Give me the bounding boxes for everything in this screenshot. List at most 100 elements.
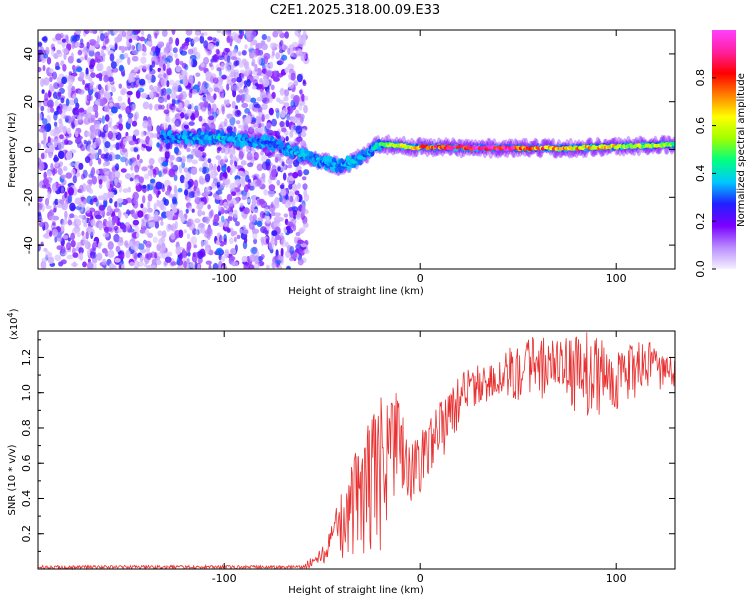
noise-speckle — [133, 147, 138, 153]
noise-speckle — [265, 64, 270, 72]
noise-speckle — [174, 118, 181, 127]
noise-speckle — [194, 37, 200, 42]
noise-speckle — [58, 150, 65, 160]
noise-speckle — [95, 73, 103, 79]
noise-speckle — [247, 162, 254, 168]
noise-speckle — [194, 218, 201, 224]
noise-speckle — [265, 238, 270, 245]
noise-speckle — [61, 203, 68, 211]
noise-speckle — [246, 79, 251, 87]
noise-speckle — [250, 97, 257, 103]
noise-speckle — [99, 62, 104, 72]
noise-speckle — [255, 49, 261, 56]
noise-speckle — [88, 45, 96, 52]
noise-speckle — [151, 258, 157, 265]
noise-speckle — [188, 75, 194, 84]
noise-speckle — [212, 176, 219, 183]
noise-speckle — [181, 155, 187, 164]
noise-speckle — [145, 41, 151, 46]
noise-speckle — [43, 77, 50, 86]
noise-speckle — [146, 184, 150, 192]
noise-speckle — [272, 76, 280, 82]
noise-speckle — [287, 81, 294, 90]
noise-speckle — [170, 232, 176, 240]
noise-speckle — [88, 148, 95, 154]
noise-speckle — [153, 210, 159, 217]
noise-speckle — [49, 76, 53, 83]
noise-speckle — [237, 51, 242, 56]
noise-speckle — [243, 237, 248, 244]
noise-speckle — [117, 228, 123, 233]
noise-speckle — [111, 106, 118, 114]
noise-speckle — [293, 94, 300, 104]
noise-speckle — [50, 43, 55, 51]
noise-speckle — [91, 258, 98, 264]
noise-speckle — [263, 52, 271, 60]
noise-speckle — [130, 146, 135, 152]
noise-speckle — [250, 77, 255, 82]
noise-speckle — [73, 224, 79, 234]
noise-speckle — [125, 213, 129, 219]
noise-speckle — [295, 195, 300, 203]
noise-speckle — [115, 142, 120, 151]
noise-speckle — [206, 231, 211, 241]
noise-speckle — [178, 164, 183, 174]
noise-speckle — [87, 106, 95, 113]
noise-speckle — [41, 257, 48, 263]
noise-speckle — [139, 254, 145, 261]
noise-speckle — [217, 165, 221, 173]
noise-speckle — [301, 206, 306, 214]
noise-speckle — [243, 87, 249, 96]
noise-speckle — [38, 203, 43, 211]
noise-speckle — [104, 250, 109, 257]
noise-speckle — [208, 264, 212, 269]
noise-speckle — [53, 111, 60, 116]
noise-speckle — [183, 229, 187, 234]
noise-speckle — [86, 195, 93, 204]
noise-speckle — [226, 206, 231, 212]
noise-speckle — [289, 245, 295, 255]
noise-speckle — [153, 202, 157, 211]
noise-speckle — [90, 251, 95, 259]
noise-speckle — [147, 169, 153, 177]
noise-speckle — [110, 125, 118, 131]
noise-speckle — [212, 77, 219, 84]
noise-speckle — [259, 211, 265, 219]
noise-speckle — [209, 62, 213, 67]
noise-speckle — [268, 184, 276, 192]
noise-speckle — [216, 181, 221, 188]
noise-speckle — [158, 170, 162, 178]
noise-speckle — [91, 195, 98, 200]
noise-speckle — [280, 109, 286, 118]
noise-speckle — [281, 54, 288, 61]
noise-speckle — [252, 229, 258, 234]
noise-speckle — [108, 121, 112, 128]
noise-speckle — [41, 140, 45, 145]
chart-title: C2E1.2025.318.00.09.E33 — [270, 3, 440, 18]
noise-speckle — [71, 41, 75, 50]
noise-speckle — [142, 195, 146, 204]
noise-speckle — [104, 105, 110, 113]
noise-speckle — [83, 199, 87, 205]
noise-speckle — [62, 64, 67, 72]
noise-speckle — [207, 158, 212, 164]
noise-speckle — [232, 48, 238, 54]
noise-speckle — [250, 247, 258, 255]
noise-speckle — [249, 214, 254, 223]
noise-speckle — [77, 114, 82, 121]
noise-speckle — [289, 195, 294, 203]
noise-speckle — [127, 97, 131, 105]
noise-speckle — [102, 258, 107, 266]
noise-speckle — [195, 230, 199, 235]
noise-speckle — [213, 93, 217, 100]
noise-speckle — [271, 118, 277, 127]
noise-speckle — [114, 154, 121, 160]
noise-speckle — [38, 142, 41, 150]
noise-speckle — [263, 189, 269, 196]
noise-speckle — [115, 58, 123, 64]
noise-speckle — [269, 172, 277, 181]
noise-speckle — [239, 202, 244, 208]
noise-speckle — [255, 115, 262, 125]
noise-speckle — [177, 187, 183, 193]
noise-speckle — [303, 169, 310, 176]
